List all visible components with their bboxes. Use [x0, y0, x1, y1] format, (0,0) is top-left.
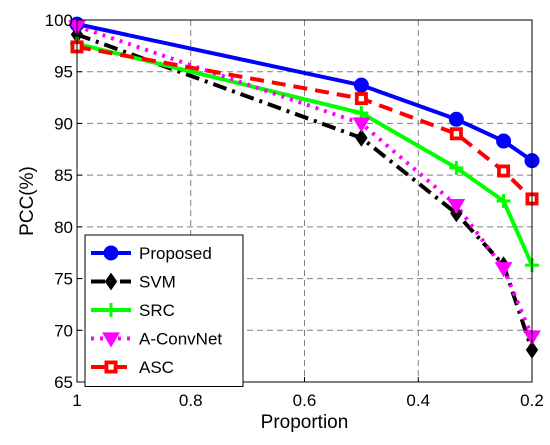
y-tick-label: 100 [45, 11, 73, 30]
legend-a-convnet-label: A-ConvNet [139, 330, 222, 349]
svm-marker [355, 129, 368, 147]
x-tick-label: 0.2 [520, 391, 544, 410]
legend-proposed-label: Proposed [139, 244, 212, 263]
proposed-marker [353, 77, 369, 93]
src-marker [449, 160, 464, 175]
asc-marker [104, 360, 118, 374]
legend: Proposed SVM SRC A-ConvNet ASC [84, 234, 244, 387]
y-tick-label: 90 [54, 114, 73, 133]
a-convnet-marker [352, 117, 371, 133]
proposed-marker [448, 111, 464, 127]
legend-svm-label: SVM [139, 273, 176, 292]
src-marker [104, 303, 118, 317]
y-tick-label: 80 [54, 218, 73, 237]
axis-ticks: 1 0.8 0.6 0.4 0.2 65 70 75 80 85 90 95 100 [45, 11, 544, 410]
asc-marker [497, 164, 511, 178]
x-tick-label: 0.6 [293, 391, 317, 410]
x-tick-label: 0.4 [406, 391, 430, 410]
a-convnet-marker [102, 332, 120, 348]
src-marker [496, 194, 511, 208]
y-tick-label: 95 [54, 63, 73, 82]
a-convnet-marker [494, 262, 513, 278]
y-tick-label: 70 [54, 321, 73, 340]
proposed-marker [496, 133, 512, 149]
y-tick-label: 85 [54, 166, 73, 185]
y-tick-label: 65 [54, 373, 73, 392]
y-axis-label: PCC(%) [17, 166, 38, 236]
asc-marker [449, 127, 463, 141]
legend-src-label: SRC [139, 301, 175, 320]
y-tick-label: 75 [54, 270, 73, 289]
legend-asc-label: ASC [139, 358, 174, 377]
x-axis-label: Proportion [261, 412, 349, 433]
proposed-marker [103, 245, 119, 261]
asc-marker [354, 92, 368, 106]
svm-marker [104, 272, 118, 291]
asc-series-line [76, 44, 534, 201]
a-convnet-marker [447, 199, 466, 215]
x-tick-label: 1 [72, 391, 81, 410]
x-tick-label: 0.8 [179, 391, 203, 410]
